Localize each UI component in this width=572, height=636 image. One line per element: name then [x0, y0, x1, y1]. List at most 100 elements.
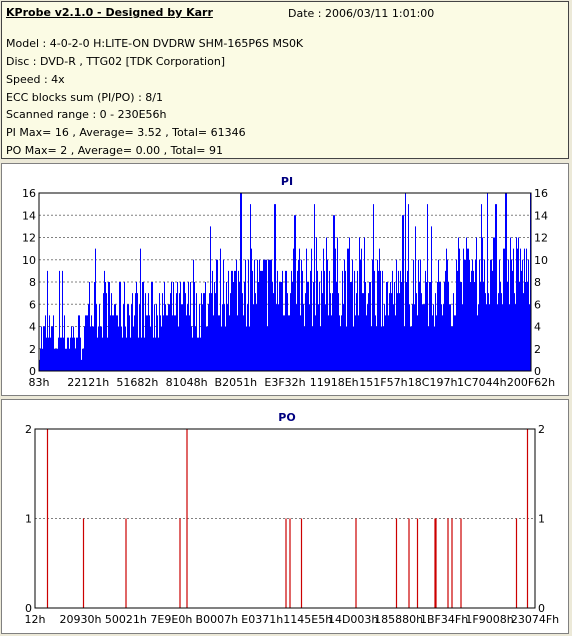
- pi-bar: [89, 282, 90, 371]
- pi-bar: [508, 259, 509, 371]
- pi-y-tick-right: 2: [534, 343, 541, 356]
- pi-bar: [214, 282, 215, 371]
- pi-bar: [356, 293, 357, 371]
- pi-chart: PI 0 2 4 6 8 10 12 14 16 0 2 4 6 8 10 12 14 16 83h 22121h…: [22, 175, 555, 389]
- pi-bar: [315, 315, 316, 371]
- pi-bar: [400, 270, 401, 371]
- pi-bar: [195, 326, 196, 371]
- po-x-tick: E0371h: [241, 613, 283, 626]
- pi-bar: [496, 204, 497, 371]
- pi-bar: [181, 304, 182, 371]
- pi-bar: [254, 259, 255, 371]
- pi-bar: [334, 215, 335, 371]
- pi-bar: [376, 326, 377, 371]
- pi-bar: [266, 259, 267, 371]
- pi-bar: [107, 337, 108, 371]
- pi-bar: [183, 282, 184, 371]
- pi-x-tick: 1C7044h: [457, 376, 507, 389]
- pi-bar: [381, 326, 382, 371]
- pi-bar: [416, 293, 417, 371]
- pi-bar: [112, 315, 113, 371]
- po-x-tick: 14D003h: [328, 613, 378, 626]
- pi-bar: [157, 315, 158, 371]
- pi-bar: [118, 326, 119, 371]
- pi-bar: [208, 304, 209, 371]
- pi-x-tick: 200F62h: [507, 376, 555, 389]
- pi-bar: [297, 270, 298, 371]
- pi-y-tick-right: 8: [534, 276, 541, 289]
- pi-bar: [375, 315, 376, 371]
- pi-bar: [391, 293, 392, 371]
- pi-bar: [178, 326, 179, 371]
- pi-bar: [442, 315, 443, 371]
- pi-bar: [220, 248, 221, 371]
- pi-bar: [407, 270, 408, 371]
- pi-bar: [261, 270, 262, 371]
- pi-bar: [42, 348, 43, 371]
- pi-bar: [205, 282, 206, 371]
- po-x-tick: 7E9E0h: [150, 613, 192, 626]
- pi-y-tick-right: 10: [534, 254, 548, 267]
- po-plot-frame: [34, 428, 536, 609]
- po-x-tick: 1BF34Fh: [420, 613, 468, 626]
- pi-bar: [396, 259, 397, 371]
- pi-bar: [216, 259, 217, 371]
- pi-bar: [360, 259, 361, 371]
- pi-bar: [349, 237, 350, 371]
- pi-bar: [111, 293, 112, 371]
- pi-bar: [357, 270, 358, 371]
- pi-bar: [139, 304, 140, 371]
- pi-bar: [78, 315, 79, 371]
- pi-bar: [50, 337, 51, 371]
- pi-bar: [43, 326, 44, 371]
- pi-bar: [53, 315, 54, 371]
- pi-bar: [193, 259, 194, 371]
- pi-bar: [116, 315, 117, 371]
- pi-bar: [295, 215, 296, 371]
- pi-bar: [353, 326, 354, 371]
- pi-bar: [501, 293, 502, 371]
- pi-bar: [175, 315, 176, 371]
- pi-bar: [457, 270, 458, 371]
- pi-bar: [80, 337, 81, 371]
- pi-bar: [278, 304, 279, 371]
- pi-bar: [291, 270, 292, 371]
- pi-bar: [136, 282, 137, 371]
- pi-bar: [189, 315, 190, 371]
- pi-bar: [128, 304, 129, 371]
- pi-bar: [302, 270, 303, 371]
- pi-bar: [209, 293, 210, 371]
- pi-bar: [283, 315, 284, 371]
- pi-bar: [82, 348, 83, 371]
- info-panel: KProbe v2.1.0 - Designed by Karr Date : …: [1, 1, 569, 159]
- pi-bar: [370, 282, 371, 371]
- pi-bar: [56, 348, 57, 371]
- pi-bar: [354, 270, 355, 371]
- pi-bar: [443, 304, 444, 371]
- pi-bar: [130, 337, 131, 371]
- pi-bar: [163, 315, 164, 371]
- pi-bar: [529, 304, 530, 371]
- pi-bar: [425, 270, 426, 371]
- pi-bar: [458, 237, 459, 371]
- pi-bar: [401, 282, 402, 371]
- pi-bar: [212, 270, 213, 371]
- pi-bar: [503, 248, 504, 371]
- pi-bar: [389, 293, 390, 371]
- pi-bar: [293, 248, 294, 371]
- pi-bar: [122, 337, 123, 371]
- pi-bar: [142, 282, 143, 371]
- pi-y-tick-left: 2: [29, 343, 36, 356]
- pi-bar: [167, 315, 168, 371]
- pi-bar: [233, 282, 234, 371]
- pi-x-tick: 51682h: [116, 376, 158, 389]
- pi-bar: [505, 193, 506, 371]
- pi-bar: [129, 315, 130, 371]
- po-x-tick: 50021h: [105, 613, 147, 626]
- pi-bar: [365, 282, 366, 371]
- pi-bar: [158, 337, 159, 371]
- pi-bar: [217, 259, 218, 371]
- pi-bar: [434, 326, 435, 371]
- pi-bar: [275, 204, 276, 371]
- pi-y-tick-left: 4: [29, 321, 36, 334]
